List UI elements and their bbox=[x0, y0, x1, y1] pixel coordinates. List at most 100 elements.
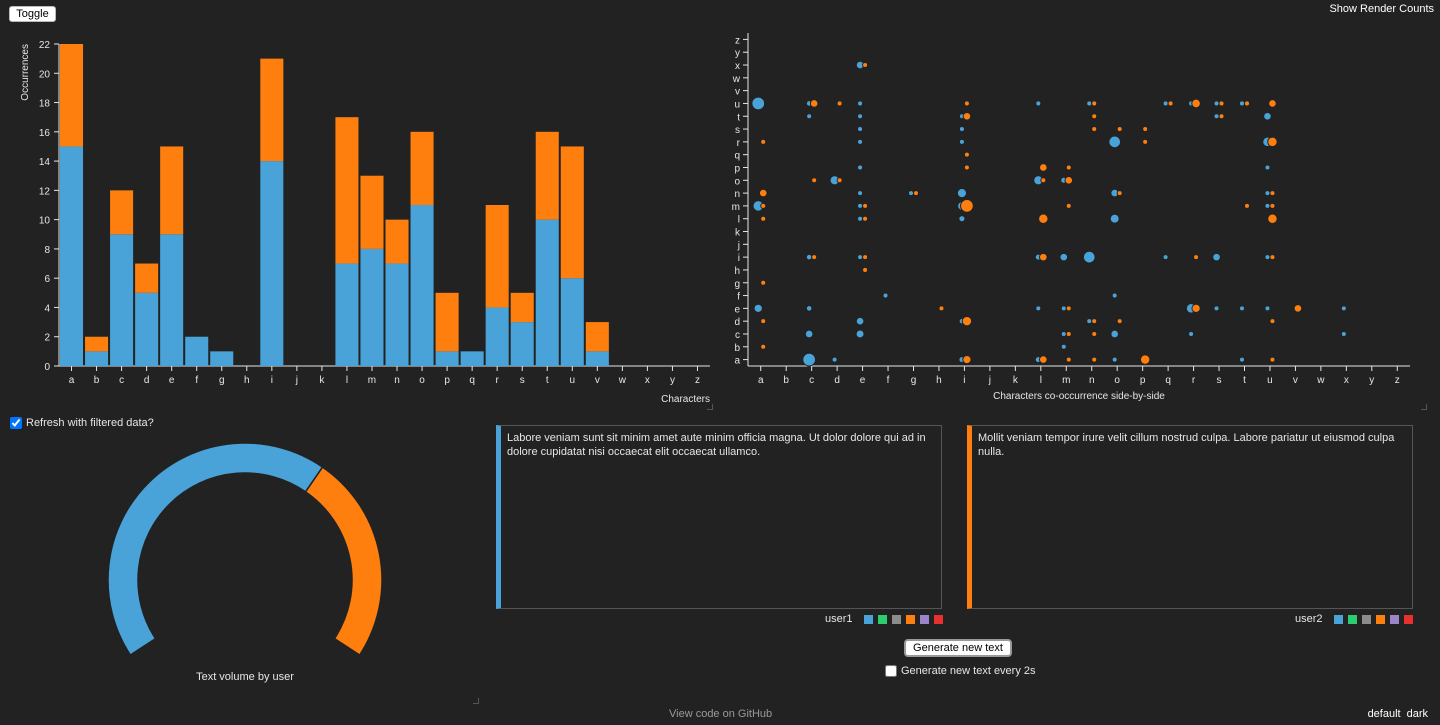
bar-segment bbox=[185, 336, 209, 366]
y-tick-label: g bbox=[734, 279, 740, 290]
cooccurrence-bubble bbox=[1116, 126, 1123, 133]
generate-every-checkbox[interactable] bbox=[885, 665, 897, 677]
scatter-chart-resize-handle[interactable] bbox=[1421, 404, 1427, 410]
y-tick-label: 0 bbox=[44, 362, 50, 373]
swatch-blue[interactable] bbox=[863, 614, 873, 624]
cooccurrence-bubble bbox=[758, 188, 768, 198]
x-tick-label: a bbox=[69, 375, 75, 386]
cooccurrence-bubble bbox=[862, 62, 869, 69]
cooccurrence-bubble bbox=[1039, 163, 1048, 172]
cooccurrence-bubble bbox=[1268, 99, 1277, 108]
swatch-orange[interactable] bbox=[1375, 614, 1385, 624]
y-tick-label: v bbox=[735, 87, 740, 98]
y-tick-label: r bbox=[737, 138, 741, 149]
x-tick-label: k bbox=[1013, 375, 1019, 386]
swatch-orange[interactable] bbox=[905, 614, 915, 624]
x-tick-label: m bbox=[1062, 375, 1070, 386]
x-tick-label: k bbox=[319, 375, 325, 386]
cooccurrence-bubble bbox=[1264, 190, 1271, 197]
donut-resize-handle[interactable] bbox=[473, 698, 479, 704]
cooccurrence-bubble bbox=[1060, 330, 1067, 337]
bar-segment bbox=[485, 205, 509, 308]
generate-text-button[interactable]: Generate new text bbox=[904, 639, 1012, 657]
x-axis-label: Characters bbox=[661, 394, 710, 405]
cooccurrence-bubble bbox=[1162, 100, 1169, 107]
y-tick-label: k bbox=[735, 228, 741, 239]
x-tick-label: r bbox=[496, 375, 500, 386]
refresh-filtered-toggle[interactable]: Refresh with filtered data? bbox=[10, 417, 154, 429]
x-tick-label: l bbox=[1040, 375, 1042, 386]
y-tick-label: 14 bbox=[39, 157, 51, 168]
bar-segment bbox=[160, 146, 184, 235]
y-tick-label: 18 bbox=[39, 99, 51, 110]
x-tick-label: x bbox=[1344, 375, 1349, 386]
theme-dark-option[interactable]: dark bbox=[1406, 708, 1428, 720]
x-tick-label: m bbox=[368, 375, 376, 386]
swatch-purple[interactable] bbox=[919, 614, 929, 624]
swatch-green[interactable] bbox=[1347, 614, 1357, 624]
swatch-green[interactable] bbox=[877, 614, 887, 624]
cooccurrence-bubble bbox=[1091, 356, 1098, 363]
cooccurrence-bubble bbox=[1065, 330, 1072, 337]
x-tick-label: c bbox=[119, 375, 124, 386]
x-tick-label: h bbox=[936, 375, 942, 386]
refresh-filtered-checkbox[interactable] bbox=[10, 417, 22, 429]
cooccurrence-bubble bbox=[1091, 330, 1098, 337]
cooccurrence-bubble bbox=[1269, 356, 1276, 363]
cooccurrence-bubble bbox=[1091, 113, 1098, 120]
bar-segment bbox=[85, 351, 109, 366]
cooccurrence-bubble bbox=[836, 100, 843, 107]
bar-segment bbox=[585, 322, 609, 352]
y-tick-label: y bbox=[735, 48, 740, 59]
cooccurrence-bubble bbox=[1082, 250, 1096, 264]
cooccurrence-bubble bbox=[1162, 254, 1169, 261]
swatch-gray[interactable] bbox=[891, 614, 901, 624]
cooccurrence-chart: aabbccddeeffgghhiijjkkllmmnnooppqqrrsstt… bbox=[732, 33, 1410, 402]
cooccurrence-bubble bbox=[882, 292, 889, 299]
github-link[interactable]: View code on GitHub bbox=[669, 708, 773, 720]
bar-segment bbox=[510, 322, 534, 366]
bar-segment bbox=[510, 292, 534, 323]
generate-every-toggle[interactable]: Generate new text every 2s bbox=[885, 665, 1036, 677]
cooccurrence-bubble bbox=[1035, 305, 1042, 312]
swatch-red[interactable] bbox=[1403, 614, 1413, 624]
swatch-red[interactable] bbox=[933, 614, 943, 624]
user2-textarea[interactable]: Mollit veniam tempor irure velit cillum … bbox=[967, 425, 1413, 609]
bar-segment bbox=[435, 351, 459, 366]
swatch-blue[interactable] bbox=[1333, 614, 1343, 624]
cooccurrence-bubble bbox=[804, 329, 814, 339]
cooccurrence-bubble bbox=[811, 177, 818, 184]
x-tick-label: o bbox=[1114, 375, 1120, 386]
show-render-counts-link[interactable]: Show Render Counts bbox=[1329, 3, 1434, 15]
x-tick-label: f bbox=[195, 375, 198, 386]
y-tick-label: 12 bbox=[39, 186, 51, 197]
cooccurrence-bubble bbox=[1091, 318, 1098, 325]
cooccurrence-bubble bbox=[857, 190, 864, 197]
x-tick-label: s bbox=[1217, 375, 1222, 386]
swatch-purple[interactable] bbox=[1389, 614, 1399, 624]
cooccurrence-bubble bbox=[857, 254, 864, 261]
cooccurrence-bubble bbox=[963, 164, 970, 171]
cooccurrence-bubble bbox=[831, 356, 838, 363]
bar-segment bbox=[535, 131, 559, 220]
cooccurrence-bubble bbox=[907, 190, 915, 197]
cooccurrence-bubble bbox=[1264, 254, 1271, 261]
y-tick-label: a bbox=[734, 356, 740, 367]
cooccurrence-bubble bbox=[1191, 98, 1201, 109]
x-tick-label: e bbox=[860, 375, 866, 386]
cooccurrence-bubble bbox=[855, 329, 865, 339]
bar-segment bbox=[385, 263, 409, 366]
user1-textarea[interactable]: Labore veniam sunt sit minim amet aute m… bbox=[496, 425, 942, 609]
donut-slice bbox=[304, 466, 383, 657]
cooccurrence-bubble bbox=[760, 202, 767, 209]
x-tick-label: r bbox=[1192, 375, 1196, 386]
swatch-gray[interactable] bbox=[1361, 614, 1371, 624]
theme-default-option[interactable]: default bbox=[1367, 708, 1401, 720]
toggle-button[interactable]: Toggle bbox=[9, 6, 56, 22]
bar-chart-resize-handle[interactable] bbox=[707, 404, 713, 410]
user1-color-picker: user1 bbox=[825, 613, 943, 625]
x-tick-label: j bbox=[295, 375, 298, 386]
x-tick-label: g bbox=[911, 375, 917, 386]
cooccurrence-bubble bbox=[1086, 318, 1093, 325]
x-tick-label: n bbox=[1089, 375, 1095, 386]
